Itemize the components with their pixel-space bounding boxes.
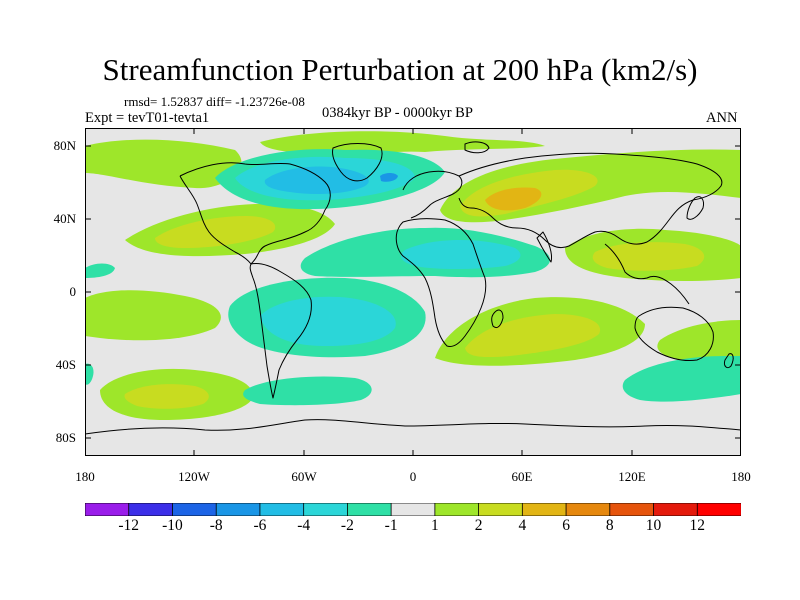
time-period-label: 0384kyr BP - 0000kyr BP: [322, 105, 473, 121]
contour-pos-south-pacific-east: [657, 320, 741, 363]
colorbar-label: -1: [384, 517, 398, 534]
axis-ticks: [85, 128, 741, 456]
contour-pos-southern-pacific-core: [124, 384, 209, 409]
streamfunction-map: [85, 128, 741, 456]
lat-label-80n: 80N: [53, 138, 76, 153]
coastline-arctic-islands: [464, 141, 490, 154]
lon-label-0: 0: [409, 469, 417, 484]
colorbar-swatch: [259, 503, 305, 516]
contour-pos-east-pacific: [85, 290, 221, 341]
colorbar-swatch: [696, 503, 741, 516]
coastline-europe: [402, 170, 463, 219]
season-label: ANN: [706, 110, 738, 126]
coastline-new-zealand: [724, 353, 734, 369]
contour-neg-south-america-core: [260, 296, 396, 346]
colorbar-label: 6: [562, 517, 570, 534]
colorbar-label: -2: [340, 517, 354, 534]
colorbar-swatch: [521, 503, 567, 516]
contour-neg-tropical-atlantic-core: [400, 240, 521, 269]
coastline-asia: [458, 152, 723, 249]
coastline-south-america: [249, 263, 312, 399]
colorbar-label: -10: [162, 517, 183, 534]
lat-label-80s: 80S: [55, 430, 76, 445]
colorbar-label: 8: [605, 517, 614, 534]
colorbar-swatch: [609, 503, 655, 516]
coastlines: [85, 141, 741, 435]
colorbar-swatch: [390, 503, 436, 516]
contour-neg-southern-ocean-far-west: [85, 363, 94, 385]
colorbar-label: 10: [645, 517, 662, 534]
coastline-west-coast: [179, 175, 252, 265]
colorbar-label: 12: [689, 517, 706, 534]
contour-neg-southern-ocean-east: [622, 356, 741, 402]
colorbar-label: -4: [297, 517, 311, 534]
coastline-southeast-asia: [604, 243, 690, 305]
contour-pos-indian-core: [465, 314, 601, 358]
colorbar-label: -8: [209, 517, 223, 534]
lat-label-0: 0: [69, 284, 77, 299]
contour-neg-north-america-core: [264, 166, 369, 194]
coastline-north-america: [179, 162, 331, 265]
lon-label-180w: 180: [75, 469, 95, 484]
colorbar-swatch: [128, 503, 174, 516]
contour-pos-north-pacific: [85, 139, 242, 189]
coastline-greenland: [332, 143, 383, 182]
lon-label-60w: 60W: [291, 469, 317, 484]
colorbar-label: 4: [518, 517, 527, 534]
coastline-antarctica: [85, 419, 741, 435]
lon-label-60e: 60E: [511, 469, 533, 484]
colorbar-swatch: [172, 503, 217, 516]
rmsd-diff-stats: rmsd= 1.52837 diff= -1.23726e-08: [124, 94, 305, 109]
lat-label-40n: 40N: [53, 211, 76, 226]
colorbar: [85, 503, 741, 516]
contour-pos-eurasia-max: [485, 187, 542, 211]
contour-neg-pacific: [85, 263, 115, 278]
colorbar-label: -6: [253, 517, 267, 534]
colorbar-swatch: [434, 503, 480, 516]
coastline-india: [536, 231, 552, 263]
contour-neg-southern-ocean-west: [243, 376, 372, 406]
lat-label-40s: 40S: [55, 357, 76, 372]
colorbar-swatch: [85, 503, 130, 516]
lon-label-120w: 120W: [178, 469, 210, 484]
colorbar-label: 2: [474, 517, 483, 534]
coastline-africa: [395, 218, 487, 347]
colorbar-swatch: [653, 503, 698, 516]
plot-title: Streamfunction Perturbation at 200 hPa (…: [102, 52, 698, 87]
colorbar-swatch: [303, 503, 349, 516]
experiment-label: Expt = tevT01-tevta1: [85, 110, 210, 126]
colorbar-swatch: [478, 503, 524, 516]
colorbar-swatch: [215, 503, 261, 516]
colorbar-swatch: [346, 503, 392, 516]
coastline-australia: [634, 306, 714, 361]
colorbar-swatch: [565, 503, 611, 516]
contour-pos-arctic: [260, 131, 545, 156]
coastline-japan: [686, 196, 704, 220]
colorbar-label: -12: [118, 517, 140, 534]
colorbar-label: 1: [430, 517, 439, 534]
coastline-madagascar: [491, 309, 504, 329]
contour-pos-atlantic-core: [155, 216, 276, 248]
lon-label-180e: 180: [731, 469, 751, 484]
lon-label-120e: 120E: [618, 469, 646, 484]
contour-neg-north-america-max: [380, 173, 398, 182]
